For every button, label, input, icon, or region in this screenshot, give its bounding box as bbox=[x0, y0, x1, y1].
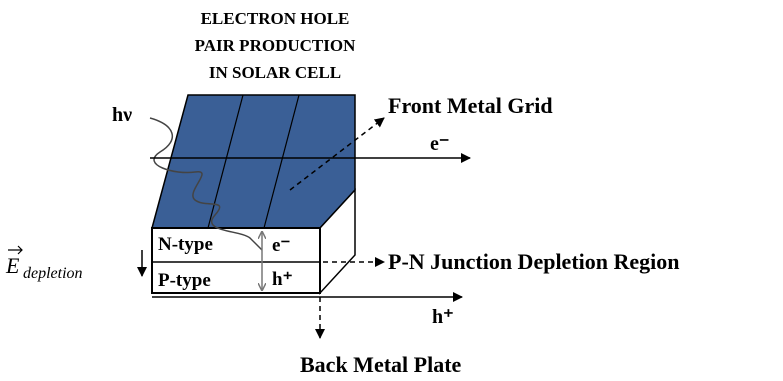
front-grid-label: Front Metal Grid bbox=[388, 93, 553, 118]
electron-in-label: e⁻ bbox=[272, 235, 290, 256]
front-face bbox=[151, 227, 321, 294]
hole-in-label: h⁺ bbox=[272, 269, 293, 290]
photon-wave bbox=[149, 117, 263, 251]
title-line: PAIR PRODUCTION bbox=[195, 36, 356, 55]
hole-out-label: h⁺ bbox=[432, 306, 454, 328]
junction-label: P-N Junction Depletion Region bbox=[388, 249, 680, 274]
front-grid-pointer bbox=[289, 117, 385, 191]
grid-line bbox=[263, 94, 300, 229]
photon-label: hν bbox=[112, 104, 132, 126]
back-plate-label: Back Metal Plate bbox=[300, 352, 462, 377]
field-symbol: E bbox=[5, 253, 20, 278]
field-subscript: depletion bbox=[23, 265, 83, 282]
electron-out-label: e⁻ bbox=[430, 133, 449, 155]
vector-arrow bbox=[8, 245, 23, 255]
p-type-label: P-type bbox=[158, 270, 211, 291]
title: ELECTRON HOLE PAIR PRODUCTION IN SOLAR C… bbox=[195, 9, 356, 82]
grid-line bbox=[207, 94, 244, 229]
title-line: IN SOLAR CELL bbox=[209, 63, 341, 82]
n-type-label: N-type bbox=[158, 234, 213, 255]
top-face bbox=[151, 94, 356, 229]
title-line: ELECTRON HOLE bbox=[201, 9, 350, 28]
